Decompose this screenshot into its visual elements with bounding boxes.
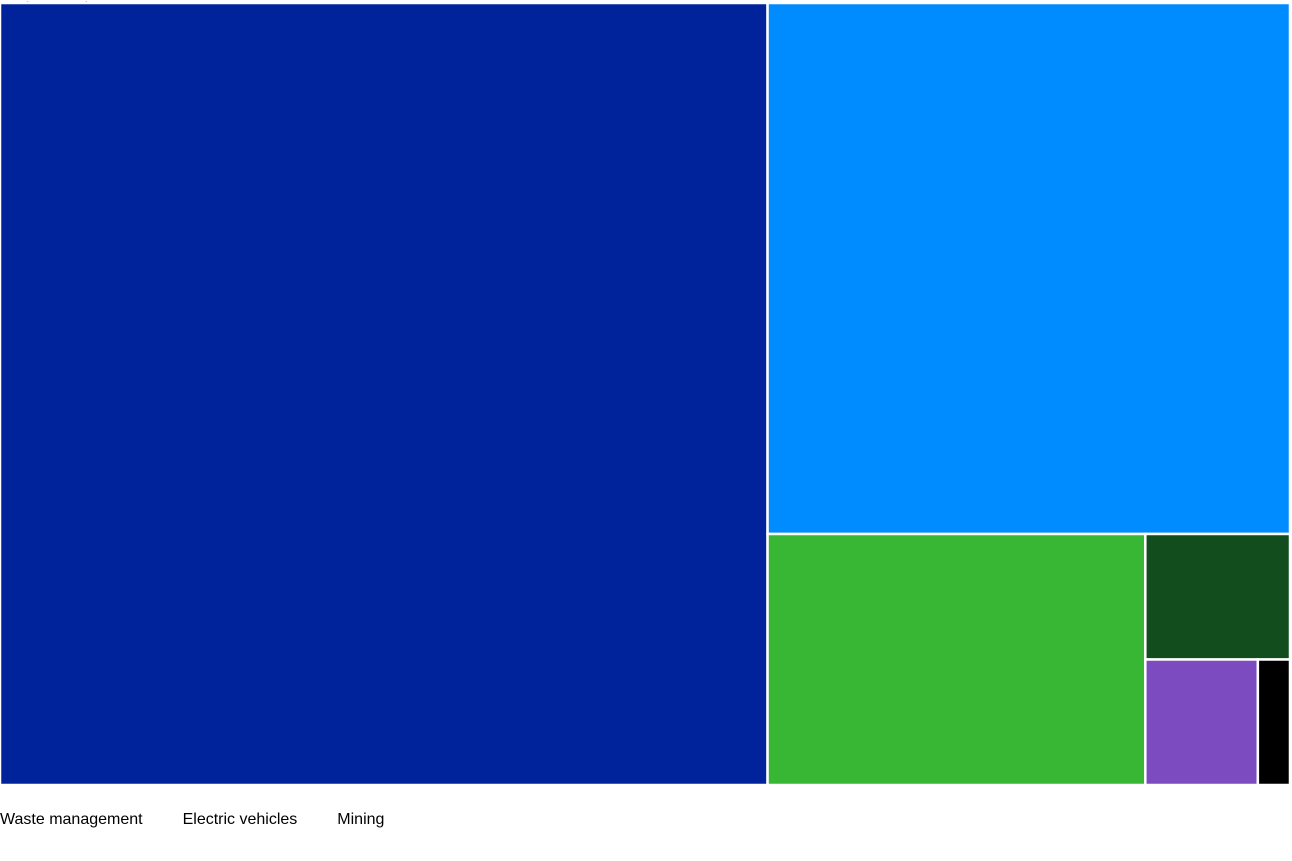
legend: Waste management Electric vehicles Mining: [0, 790, 384, 850]
legend-item: Mining: [337, 811, 384, 829]
legend-item: Waste management: [0, 811, 143, 829]
legend-label: Electric vehicles: [182, 811, 298, 828]
tile: [1144, 532, 1292, 661]
legend-label: Waste management: [0, 811, 143, 828]
tile: [766, 1, 1292, 536]
legend-label: Mining: [337, 811, 385, 828]
tile: [0, 1, 769, 787]
tile: [1144, 658, 1260, 787]
tile: [766, 532, 1147, 787]
treemap: [0, 1, 1292, 787]
legend-item: Electric vehicles: [183, 811, 298, 829]
tile: [1256, 658, 1292, 787]
